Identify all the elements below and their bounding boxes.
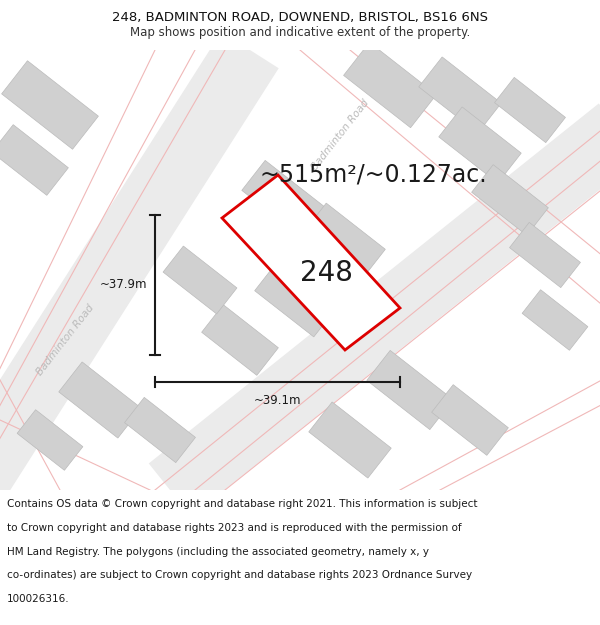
Polygon shape — [59, 362, 141, 438]
Text: co-ordinates) are subject to Crown copyright and database rights 2023 Ordnance S: co-ordinates) are subject to Crown copyr… — [7, 571, 472, 581]
Polygon shape — [439, 107, 521, 183]
Polygon shape — [254, 263, 335, 337]
Polygon shape — [309, 402, 391, 478]
Polygon shape — [0, 124, 68, 196]
Polygon shape — [522, 290, 588, 350]
Polygon shape — [509, 222, 580, 288]
Polygon shape — [419, 57, 501, 133]
Polygon shape — [305, 203, 385, 277]
Polygon shape — [125, 398, 196, 462]
Text: Contains OS data © Crown copyright and database right 2021. This information is : Contains OS data © Crown copyright and d… — [7, 499, 478, 509]
Polygon shape — [222, 175, 400, 350]
Text: 100026316.: 100026316. — [7, 594, 70, 604]
Text: ~37.9m: ~37.9m — [100, 279, 147, 291]
Text: to Crown copyright and database rights 2023 and is reproduced with the permissio: to Crown copyright and database rights 2… — [7, 523, 462, 533]
Text: 248: 248 — [300, 259, 353, 287]
Text: Map shows position and indicative extent of the property.: Map shows position and indicative extent… — [130, 26, 470, 39]
Text: ~515m²/~0.127ac.: ~515m²/~0.127ac. — [260, 163, 488, 187]
Text: Badminton Road: Badminton Road — [34, 302, 95, 378]
Polygon shape — [149, 104, 600, 516]
Polygon shape — [0, 32, 278, 508]
Polygon shape — [431, 384, 508, 456]
Polygon shape — [242, 161, 328, 239]
Polygon shape — [163, 246, 237, 314]
Polygon shape — [472, 164, 548, 236]
Text: ~39.1m: ~39.1m — [254, 394, 301, 407]
Polygon shape — [2, 61, 98, 149]
Text: 248, BADMINTON ROAD, DOWNEND, BRISTOL, BS16 6NS: 248, BADMINTON ROAD, DOWNEND, BRISTOL, B… — [112, 11, 488, 24]
Polygon shape — [494, 78, 565, 142]
Polygon shape — [367, 351, 453, 429]
Polygon shape — [17, 410, 83, 470]
Polygon shape — [202, 304, 278, 376]
Polygon shape — [344, 42, 436, 127]
Text: HM Land Registry. The polygons (including the associated geometry, namely x, y: HM Land Registry. The polygons (includin… — [7, 547, 429, 557]
Text: Badminton Road: Badminton Road — [310, 98, 371, 172]
